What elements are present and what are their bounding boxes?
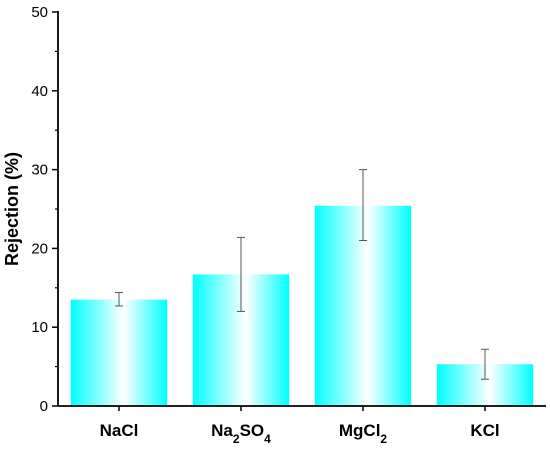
error-bar-nacl (115, 292, 123, 307)
error-bar-mgcl2 (359, 169, 367, 242)
y-tick-label: 10 (31, 319, 48, 336)
x-tick-label-mgcl2: MgCl2 (339, 421, 388, 444)
y-tick-label: 30 (31, 162, 48, 179)
x-tick-label-nacl: NaCl (100, 421, 139, 440)
labels-layer: NaCl Na2SO4 MgCl2 KCl 0 10 20 30 40 50 Rejection (… (2, 4, 500, 446)
bar-nacl (70, 299, 168, 406)
axes-layer (52, 11, 546, 411)
y-axis-title: Rejection (%) (2, 152, 22, 266)
error-bar-na2so4 (237, 236, 245, 312)
y-tick-label: 0 (40, 398, 48, 415)
x-tick-label-kcl: KCl (470, 421, 499, 440)
y-tick-label: 20 (31, 240, 48, 257)
y-tick-label: 50 (31, 4, 48, 21)
error-bars-layer (115, 169, 489, 380)
bars-layer (70, 205, 534, 406)
y-tick-label: 40 (31, 83, 48, 100)
error-bar-kcl (481, 348, 489, 380)
x-tick-label-na2so4: Na2SO4 (211, 421, 271, 444)
